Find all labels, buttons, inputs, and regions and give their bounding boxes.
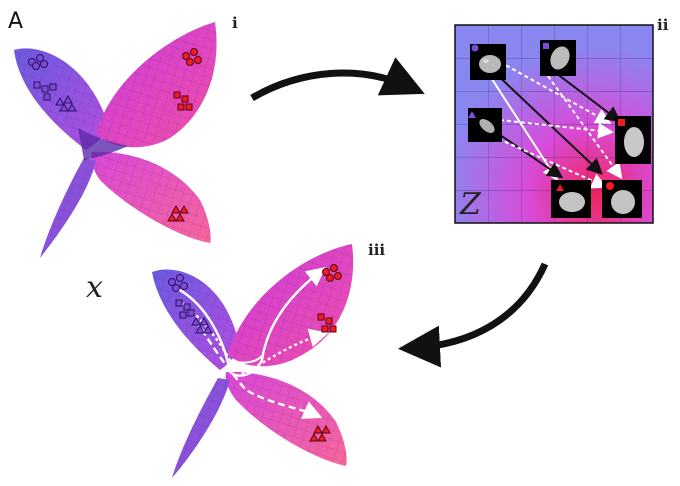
cell-thumbnail-red-circle xyxy=(602,180,642,218)
red-triangle-markers-iii xyxy=(309,424,331,442)
transition-arrow-ii-to-iii xyxy=(398,262,549,368)
latent-space-panel: Z xyxy=(454,24,654,224)
cell-thumbnail-purple-triangle xyxy=(468,108,502,142)
cell-thumbnail-purple-square xyxy=(540,40,576,76)
subpanel-label-ii: ii xyxy=(657,16,669,34)
transition-arrow-i-to-ii xyxy=(250,57,425,102)
cell-thumbnail-red-triangle xyxy=(551,180,591,218)
panel-label: A xyxy=(8,9,23,34)
purple-circle-markers-iii xyxy=(168,274,188,292)
subpanel-label-iii: iii xyxy=(368,241,385,259)
red-triangle-markers xyxy=(167,204,189,222)
input-space-symbol: x xyxy=(86,270,103,305)
purple-triangle-markers-iii xyxy=(191,316,213,334)
red-square-markers-iii xyxy=(317,313,337,333)
red-square-markers xyxy=(173,91,193,111)
red-circle-markers-iii xyxy=(322,264,342,282)
red-circle-markers xyxy=(182,48,202,66)
latent-space-symbol: Z xyxy=(459,187,482,222)
manifold-surface-iii xyxy=(152,244,354,478)
purple-circle-markers xyxy=(28,54,48,70)
manifold-surface-i xyxy=(14,22,217,258)
cell-thumbnail-red-square xyxy=(615,116,651,164)
subpanel-label-i: i xyxy=(232,14,238,32)
purple-triangle-markers xyxy=(55,94,77,112)
purple-square-markers-iii xyxy=(175,299,195,319)
cell-thumbnail-purple-circle xyxy=(470,44,506,80)
trajectory-paths xyxy=(175,267,329,419)
purple-square-markers xyxy=(33,81,57,101)
